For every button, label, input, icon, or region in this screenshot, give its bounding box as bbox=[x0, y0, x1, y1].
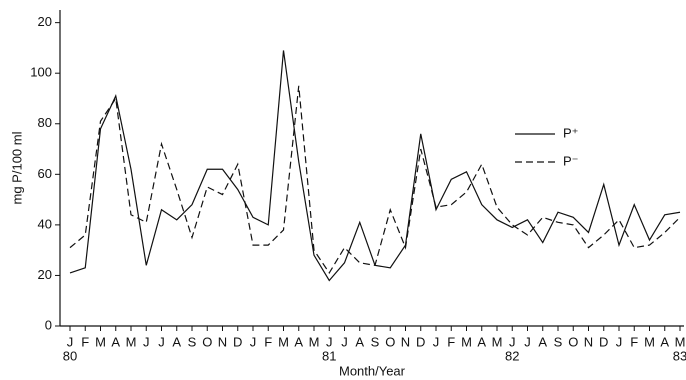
y-axis-label: mg P/100 ml bbox=[9, 131, 24, 204]
x-tick-label: N bbox=[401, 334, 410, 349]
y-tick-label: 80 bbox=[38, 115, 52, 130]
x-tick-label: A bbox=[172, 334, 181, 349]
x-tick-label: J bbox=[67, 334, 74, 349]
x-tick-label: N bbox=[584, 334, 593, 349]
x-tick-label: O bbox=[568, 334, 578, 349]
x-tick-label: M bbox=[309, 334, 320, 349]
x-tick-label: F bbox=[264, 334, 272, 349]
x-tick-label: A bbox=[111, 334, 120, 349]
year-label: 83 bbox=[673, 348, 686, 363]
x-tick-label: A bbox=[538, 334, 547, 349]
x-tick-label: S bbox=[371, 334, 380, 349]
x-tick-label: J bbox=[250, 334, 257, 349]
x-tick-label: J bbox=[158, 334, 165, 349]
year-label: 82 bbox=[505, 348, 519, 363]
x-tick-label: D bbox=[599, 334, 608, 349]
x-tick-label: D bbox=[233, 334, 242, 349]
x-tick-label: J bbox=[524, 334, 531, 349]
x-axis-label: Month/Year bbox=[339, 363, 406, 378]
x-tick-label: A bbox=[660, 334, 669, 349]
x-tick-label: N bbox=[218, 334, 227, 349]
x-tick-label: M bbox=[675, 334, 686, 349]
y-tick-label: 20 bbox=[38, 267, 52, 282]
x-tick-label: D bbox=[416, 334, 425, 349]
year-label: 80 bbox=[63, 348, 77, 363]
legend-label: P⁻ bbox=[563, 153, 579, 168]
x-tick-label: A bbox=[477, 334, 486, 349]
x-tick-label: S bbox=[554, 334, 563, 349]
y-tick-label: 100 bbox=[30, 65, 52, 80]
y-tick-label: 20 bbox=[38, 14, 52, 29]
x-tick-label: F bbox=[81, 334, 89, 349]
x-tick-label: M bbox=[278, 334, 289, 349]
x-tick-label: M bbox=[644, 334, 655, 349]
x-tick-label: S bbox=[188, 334, 197, 349]
x-tick-label: M bbox=[492, 334, 503, 349]
year-label: 81 bbox=[322, 348, 336, 363]
y-tick-label: 0 bbox=[45, 317, 52, 332]
line-series bbox=[69, 50, 681, 282]
x-tick-label: J bbox=[433, 334, 440, 349]
y-tick-label: 60 bbox=[38, 166, 52, 181]
x-tick-label: A bbox=[294, 334, 303, 349]
legend-label: P⁺ bbox=[563, 125, 579, 140]
x-tick-label: F bbox=[447, 334, 455, 349]
x-tick-label: J bbox=[143, 334, 150, 349]
x-tick-label: M bbox=[95, 334, 106, 349]
x-tick-label: A bbox=[355, 334, 364, 349]
x-tick-label: O bbox=[385, 334, 395, 349]
y-tick-label: 40 bbox=[38, 216, 52, 231]
x-tick-label: F bbox=[630, 334, 638, 349]
x-tick-label: M bbox=[126, 334, 137, 349]
x-tick-label: J bbox=[326, 334, 333, 349]
x-tick-label: J bbox=[341, 334, 348, 349]
line-series bbox=[69, 85, 681, 275]
x-tick-label: J bbox=[616, 334, 623, 349]
x-tick-label: M bbox=[461, 334, 472, 349]
x-tick-label: J bbox=[509, 334, 516, 349]
x-tick-label: O bbox=[202, 334, 212, 349]
